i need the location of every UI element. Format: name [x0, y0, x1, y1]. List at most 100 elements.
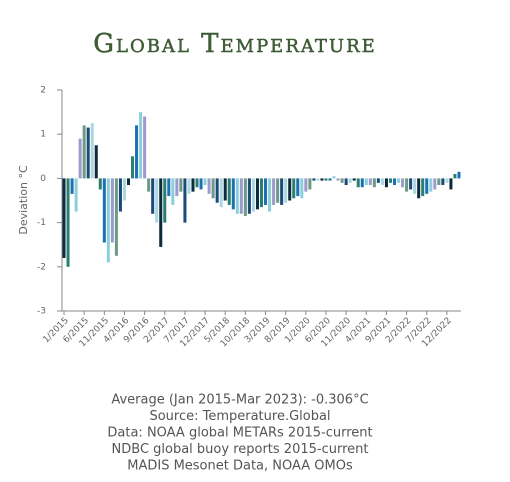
bar [151, 178, 155, 214]
bar [441, 178, 445, 186]
bar [98, 178, 102, 190]
bar [405, 178, 409, 192]
bar [320, 178, 324, 181]
bar [223, 178, 227, 201]
bar [179, 178, 183, 192]
bar [437, 178, 441, 186]
bar [235, 178, 239, 214]
bar [324, 178, 328, 181]
bar [118, 178, 122, 212]
bar [94, 145, 98, 179]
bar [82, 125, 86, 179]
bar [86, 127, 90, 179]
bar [380, 178, 384, 186]
footnote: Average (Jan 2015-Mar 2023): -0.306°C [111, 393, 368, 408]
bar [227, 178, 231, 205]
bar [336, 178, 340, 181]
bar [364, 178, 368, 186]
y-tick-label: 0 [40, 174, 46, 184]
bar [255, 178, 259, 210]
bar [62, 178, 66, 258]
bar [207, 178, 211, 194]
bar [276, 178, 280, 203]
bar [243, 178, 247, 216]
bar [280, 178, 284, 205]
bar [272, 178, 276, 205]
bar [409, 178, 413, 190]
bar [332, 176, 336, 179]
bar [183, 178, 187, 223]
bar [453, 173, 457, 179]
bar [344, 178, 348, 186]
y-tick-label: 2 [40, 86, 46, 96]
bar [348, 178, 352, 183]
bar [356, 178, 360, 188]
bar [159, 178, 163, 247]
bar [195, 178, 199, 188]
bar [147, 178, 151, 192]
bar [239, 178, 243, 214]
bar [203, 178, 207, 186]
bar [264, 178, 268, 205]
bar [384, 178, 388, 188]
bar [171, 178, 175, 205]
bar [421, 178, 425, 197]
bar [304, 178, 308, 192]
bar [429, 178, 433, 192]
bar [372, 178, 376, 188]
bar [308, 178, 312, 190]
bar [259, 178, 264, 208]
bar [231, 178, 235, 210]
bar [247, 178, 251, 214]
bar [143, 116, 147, 179]
bar [78, 138, 82, 179]
bar [445, 178, 449, 183]
bar [114, 178, 118, 256]
bar [292, 178, 296, 199]
footnote: MADIS Mesonet Data, NOAA OMOs [127, 459, 353, 474]
bar [300, 178, 304, 199]
bar [175, 178, 179, 197]
bar [110, 178, 114, 243]
footnote: NDBC global buoy reports 2015-current [112, 442, 369, 457]
bar [392, 178, 397, 186]
bar [191, 178, 195, 192]
bar [457, 171, 461, 179]
footnote: Source: Temperature.Global [149, 409, 330, 424]
y-axis-label: Deviation °C [17, 165, 30, 235]
bar [122, 178, 126, 201]
bar [397, 178, 401, 183]
bar [352, 178, 356, 181]
bar [74, 178, 78, 212]
bar [417, 178, 421, 199]
bar [66, 178, 70, 267]
bar [268, 178, 272, 212]
bar [163, 178, 167, 223]
y-tick-label: -3 [37, 307, 46, 317]
bar [126, 178, 131, 186]
bar [106, 178, 110, 263]
bar [155, 178, 159, 223]
bar [284, 178, 288, 203]
bar [388, 178, 392, 183]
bar [296, 178, 300, 197]
y-tick-label: -1 [37, 218, 46, 228]
y-tick-label: -2 [37, 262, 46, 272]
y-tick-label: 1 [40, 130, 46, 140]
bar [340, 178, 344, 183]
chart-title: Global Temperature [93, 29, 377, 59]
bar [316, 178, 320, 181]
bar [187, 178, 191, 194]
bar [376, 178, 380, 183]
bar [131, 156, 135, 179]
bar [211, 178, 215, 199]
bar [135, 125, 139, 179]
footnote: Data: NOAA global METARs 2015-current [107, 426, 372, 441]
bar [70, 178, 74, 194]
bar [312, 178, 316, 181]
bar [433, 178, 437, 190]
bar [139, 112, 143, 179]
bar [215, 178, 219, 203]
bar [368, 178, 372, 186]
